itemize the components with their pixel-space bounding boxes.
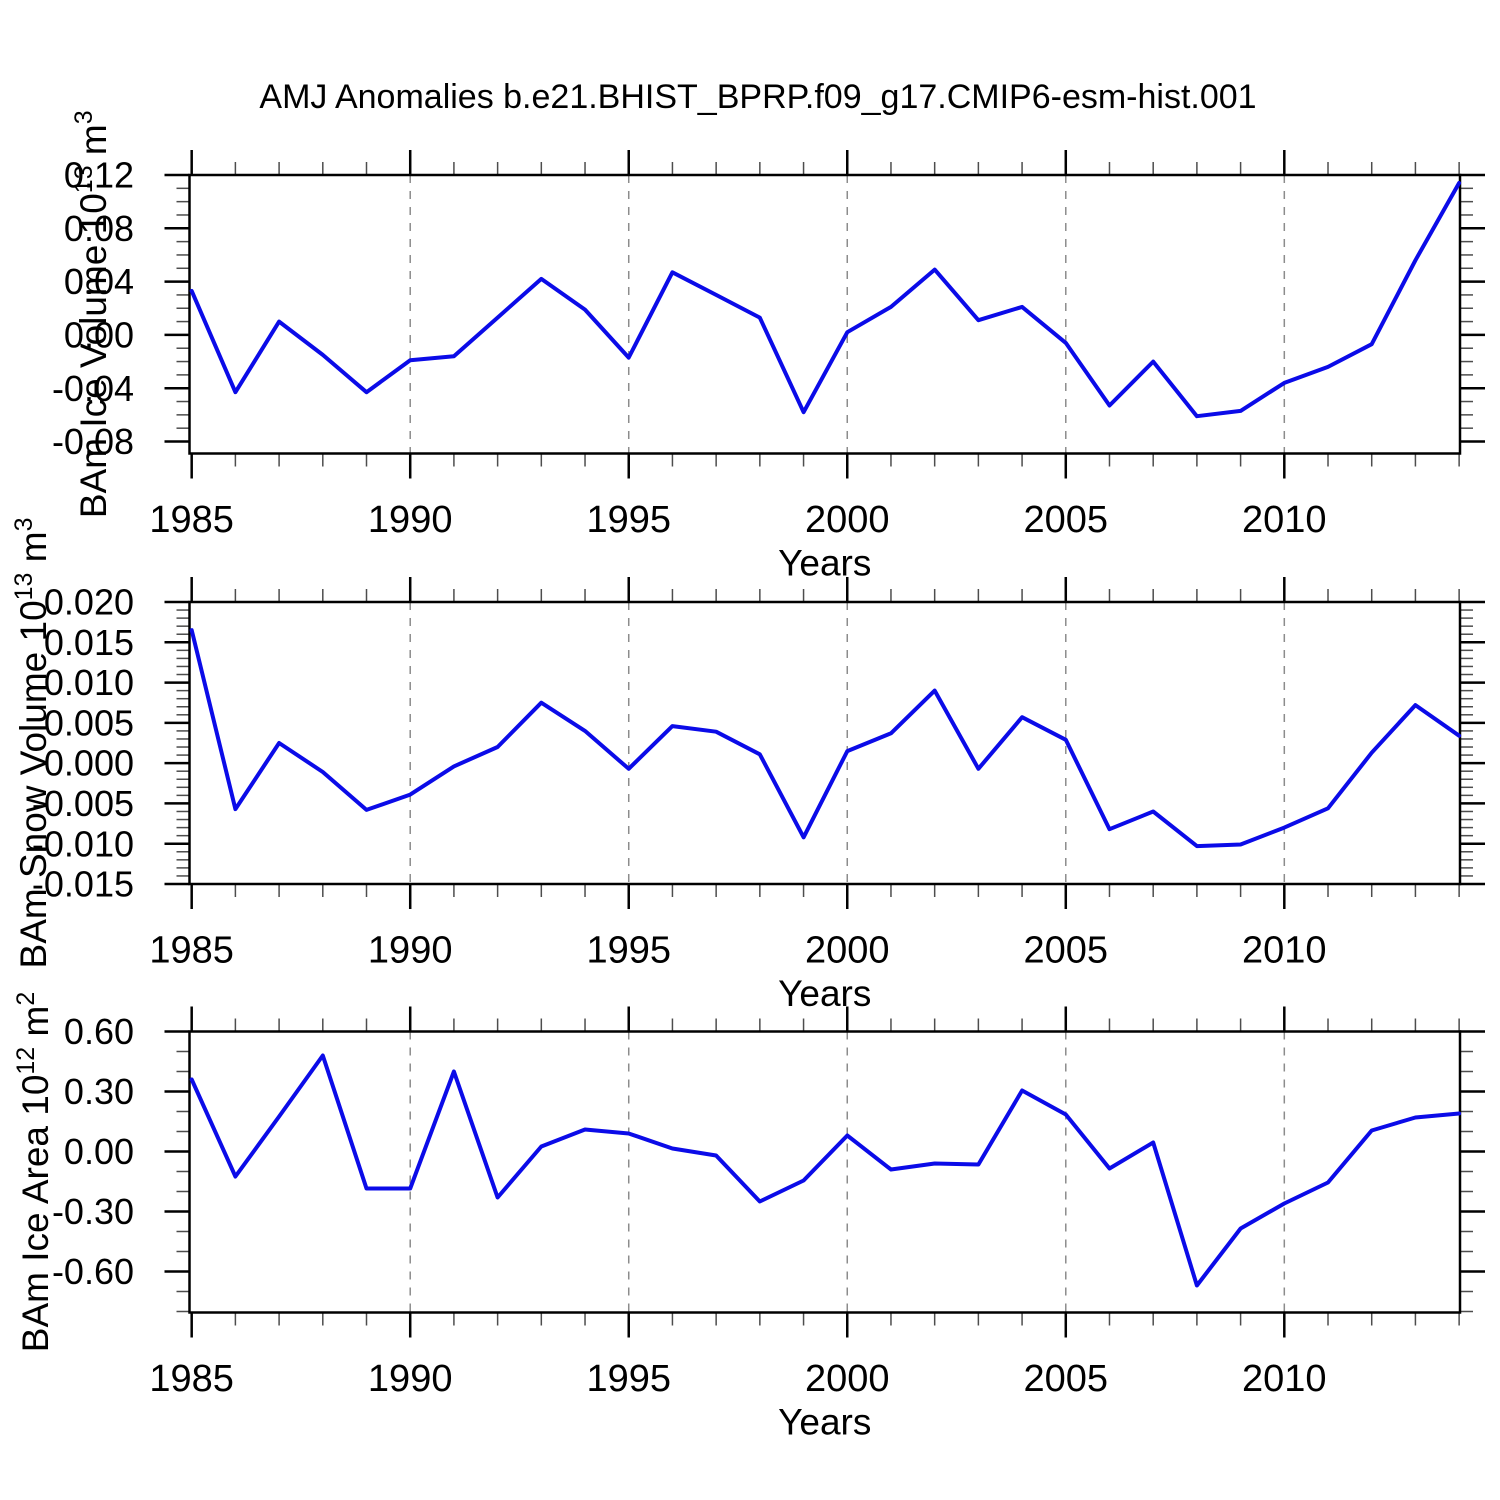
y-axis-title-sup: 2 [12, 992, 40, 1006]
y-axis-title: BAm Ice Volume 1013 m3 [70, 110, 114, 518]
y-tick-label: 0.000 [44, 743, 134, 784]
panel-snow-volume: 0.0200.0150.0100.0050.000-0.005-0.010-0.… [10, 518, 1485, 1014]
y-tick-label: 0.00 [64, 315, 134, 356]
y-axis-title: BAm Snow Volume 1013 m3 [10, 518, 54, 969]
x-tick-label: 2005 [1024, 1358, 1109, 1400]
y-tick-label: 0.30 [64, 1071, 134, 1112]
x-axis-title: Years [778, 973, 871, 1014]
y-axis-title-sup: 13 [70, 165, 98, 193]
x-tick-label: 1990 [368, 1358, 453, 1400]
y-tick-label: -0.005 [32, 783, 134, 824]
y-axis-title-sup: 12 [12, 1047, 40, 1075]
y-axis-title-part: BAm Ice Area 10 [15, 1075, 56, 1353]
x-tick-label: 1985 [149, 499, 234, 541]
y-axis-title-sup: 3 [10, 518, 38, 532]
y-axis-title-sup: 13 [10, 573, 38, 601]
y-axis-title-part: m [73, 124, 114, 165]
x-axis-title: Years [778, 1401, 871, 1442]
x-tick-label: 1995 [586, 929, 671, 971]
y-tick-label: -0.08 [52, 421, 134, 462]
x-tick-label: 2005 [1024, 499, 1109, 541]
y-tick-label: 0.015 [44, 622, 134, 663]
x-tick-label: 1990 [368, 499, 453, 541]
y-axis-title: BAm Ice Area 1012 m2 [12, 992, 56, 1352]
y-axis-title-part: m [15, 1006, 56, 1047]
y-tick-label: 0.60 [64, 1011, 134, 1052]
figure-title: AMJ Anomalies b.e21.BHIST_BPRP.f09_g17.C… [259, 78, 1257, 116]
x-tick-label: 1985 [149, 1358, 234, 1400]
x-axis-title: Years [778, 542, 871, 583]
data-line-ice-volume [189, 181, 1462, 419]
y-tick-label: -0.60 [52, 1251, 134, 1292]
x-tick-label: 2000 [805, 499, 890, 541]
y-tick-label: -0.010 [32, 823, 134, 864]
y-tick-label: 0.04 [64, 261, 134, 302]
y-tick-label: 0.020 [44, 582, 134, 623]
x-tick-label: 1985 [149, 929, 234, 971]
plot-frame [188, 600, 1462, 886]
x-tick-label: 2010 [1242, 499, 1327, 541]
y-tick-label: 0.005 [44, 702, 134, 743]
plot-frame [188, 173, 1462, 455]
y-tick-label: 0.00 [64, 1131, 134, 1172]
panel-ice-volume: 0.12 0.08 0.04 0.00 -0.04 -0.08 1985 1990 1995 20… [52, 110, 1485, 583]
x-tick-label: 1995 [586, 499, 671, 541]
x-tick-label: 2000 [805, 929, 890, 971]
y-axis-title-part: m [13, 531, 54, 572]
x-tick-label: 2010 [1242, 929, 1327, 971]
x-tick-label: 1995 [586, 1358, 671, 1400]
y-tick-label: 0.08 [64, 208, 134, 249]
x-tick-label: 1990 [368, 929, 453, 971]
data-line-snow-volume [189, 628, 1462, 849]
panel-ice-area: 0.60 0.30 0.00 -0.30 -0.60 1985 1990 1995 2000 20… [12, 992, 1485, 1442]
y-tick-label: -0.30 [52, 1191, 134, 1232]
y-tick-label: -0.015 [32, 864, 134, 905]
y-axis-title-part: BAm Snow Volume 10 [13, 600, 54, 968]
x-tick-label: 2005 [1024, 929, 1109, 971]
plot-frame [188, 1030, 1462, 1314]
data-line-ice-area [189, 1053, 1462, 1288]
y-axis-title-sup: 3 [70, 110, 98, 124]
y-tick-label: 0.010 [44, 662, 134, 703]
y-tick-label: 0.12 [64, 155, 134, 196]
x-tick-label: 2000 [805, 1358, 890, 1400]
y-axis-title-part: BAm Ice Volume 10 [73, 193, 114, 518]
x-tick-label: 2010 [1242, 1358, 1327, 1400]
y-tick-label: -0.04 [52, 368, 134, 409]
